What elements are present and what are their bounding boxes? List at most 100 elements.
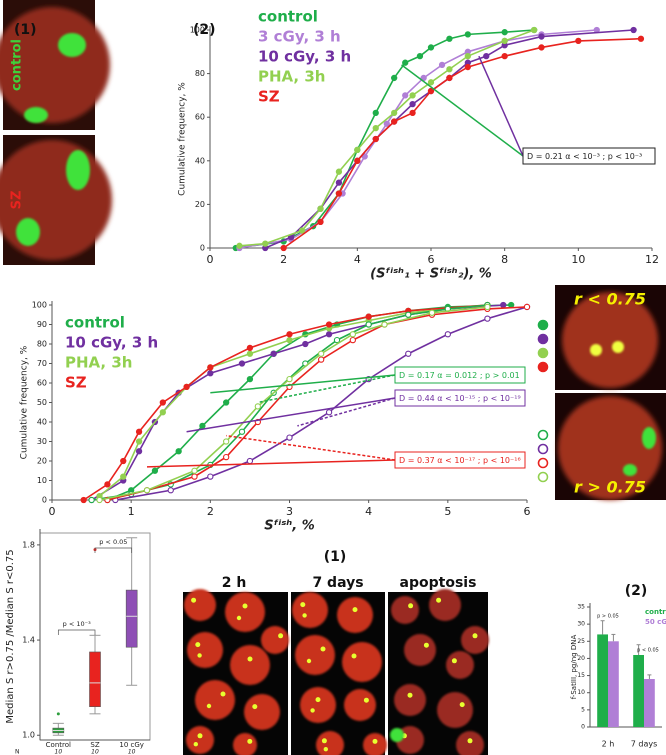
signal (247, 656, 253, 662)
data-point (236, 242, 243, 249)
x-tick-label: 10 cGy (119, 741, 144, 749)
y-tick-label: 1.0 (22, 731, 35, 740)
y-tick-label: 1.8 (22, 540, 35, 549)
annotation-arrow (210, 374, 396, 394)
legend-label: 10 cGy, 3 h (258, 48, 351, 66)
cell (437, 692, 473, 728)
data-point (446, 74, 453, 82)
y-tick-label: 5 (581, 706, 585, 713)
signal (193, 742, 198, 747)
n-header: N (15, 749, 20, 755)
x-tick-label: 12 (645, 253, 659, 266)
data-point (207, 370, 214, 377)
legend-marker (537, 347, 549, 359)
legend-label: 3 cGy, 3 h (258, 28, 341, 46)
annotation: D = 0.17 α = 0.012 ; p > 0.01 (399, 371, 520, 380)
cell (446, 651, 474, 679)
data-point (530, 26, 538, 34)
legend-label: SZ (65, 374, 87, 392)
data-point (335, 168, 343, 175)
data-point (501, 53, 508, 60)
data-point (427, 87, 435, 95)
legend-marker (537, 319, 549, 331)
annotation-box (522, 147, 656, 165)
data-point (484, 303, 491, 311)
cell (391, 596, 419, 624)
signal (351, 653, 357, 659)
y-tick-label: 30 (577, 621, 585, 628)
data-point (446, 66, 453, 73)
data-point (501, 37, 508, 45)
legend-marker (537, 443, 549, 455)
data-point (637, 35, 645, 42)
bar (597, 634, 608, 727)
data-point (88, 496, 95, 504)
data-point (630, 26, 637, 34)
cell (461, 626, 489, 654)
cell (300, 687, 336, 723)
series-line (107, 306, 528, 501)
x-tick-label: 1 (128, 505, 135, 518)
image-label: r > 0.75 (574, 478, 646, 497)
data-point (405, 311, 412, 318)
x-tick-label: 7 days (631, 740, 658, 749)
annotation: D = 0.37 α < 10⁻¹⁷ ; p < 10⁻¹⁶ (399, 456, 521, 465)
y-tick-label: 30 (37, 437, 47, 446)
data-point (286, 336, 293, 344)
annotation: p < 0.05 (637, 648, 659, 654)
data-point (354, 157, 361, 164)
cell (316, 731, 344, 755)
data-point (391, 109, 398, 116)
data-point (191, 473, 198, 480)
legend-marker (537, 457, 549, 469)
cell (184, 589, 216, 621)
image-label: 7 days (312, 575, 363, 591)
cell (394, 684, 426, 716)
data-point (246, 350, 254, 357)
y-tick-label: 35 (577, 604, 585, 611)
y-tick-label: 60 (37, 379, 47, 388)
microscopy-sz (0, 135, 112, 265)
data-point (409, 92, 416, 99)
cell (186, 726, 214, 754)
signal (315, 697, 321, 703)
signal (278, 633, 284, 639)
legend-label: SZ (258, 88, 280, 106)
annotation: p > 0.05 (597, 614, 619, 620)
x-tick-label: 10 (571, 253, 585, 266)
signal (436, 597, 442, 603)
data-point (104, 481, 111, 488)
data-point (446, 35, 453, 42)
data-point (120, 457, 127, 465)
data-point (325, 331, 333, 338)
data-point (538, 44, 545, 51)
data-point (302, 340, 309, 348)
cell (292, 592, 328, 628)
cell (187, 632, 223, 668)
x-tick-label: 4 (365, 505, 372, 518)
cell (344, 689, 376, 721)
y-tick-label: 0 (200, 244, 205, 253)
signal (451, 658, 457, 664)
x-tick-label: SZ (90, 741, 99, 749)
x-tick-label: 8 (501, 253, 508, 266)
x-tick-label: 0 (49, 505, 56, 518)
data-point (483, 53, 490, 60)
data-point (223, 438, 230, 445)
y-axis-label: Cumulative frequency, % (20, 345, 30, 459)
data-point (484, 315, 491, 322)
data-point (318, 356, 325, 363)
significance-bracket (57, 629, 96, 635)
annotation: D = 0.44 α < 10⁻¹⁵ ; p < 10⁻¹⁹ (399, 394, 521, 403)
x-tick-label: 2 h (602, 740, 615, 749)
signal (242, 603, 248, 609)
data-point (354, 146, 361, 154)
annotation: p < 10⁻³ (63, 620, 91, 628)
series-line (235, 29, 535, 249)
data-point (298, 227, 306, 234)
x-tick-label: 2 (280, 253, 287, 266)
cell (244, 694, 280, 730)
image-label: r < 0.75 (574, 290, 646, 309)
data-point (365, 321, 372, 328)
signal (467, 738, 473, 744)
